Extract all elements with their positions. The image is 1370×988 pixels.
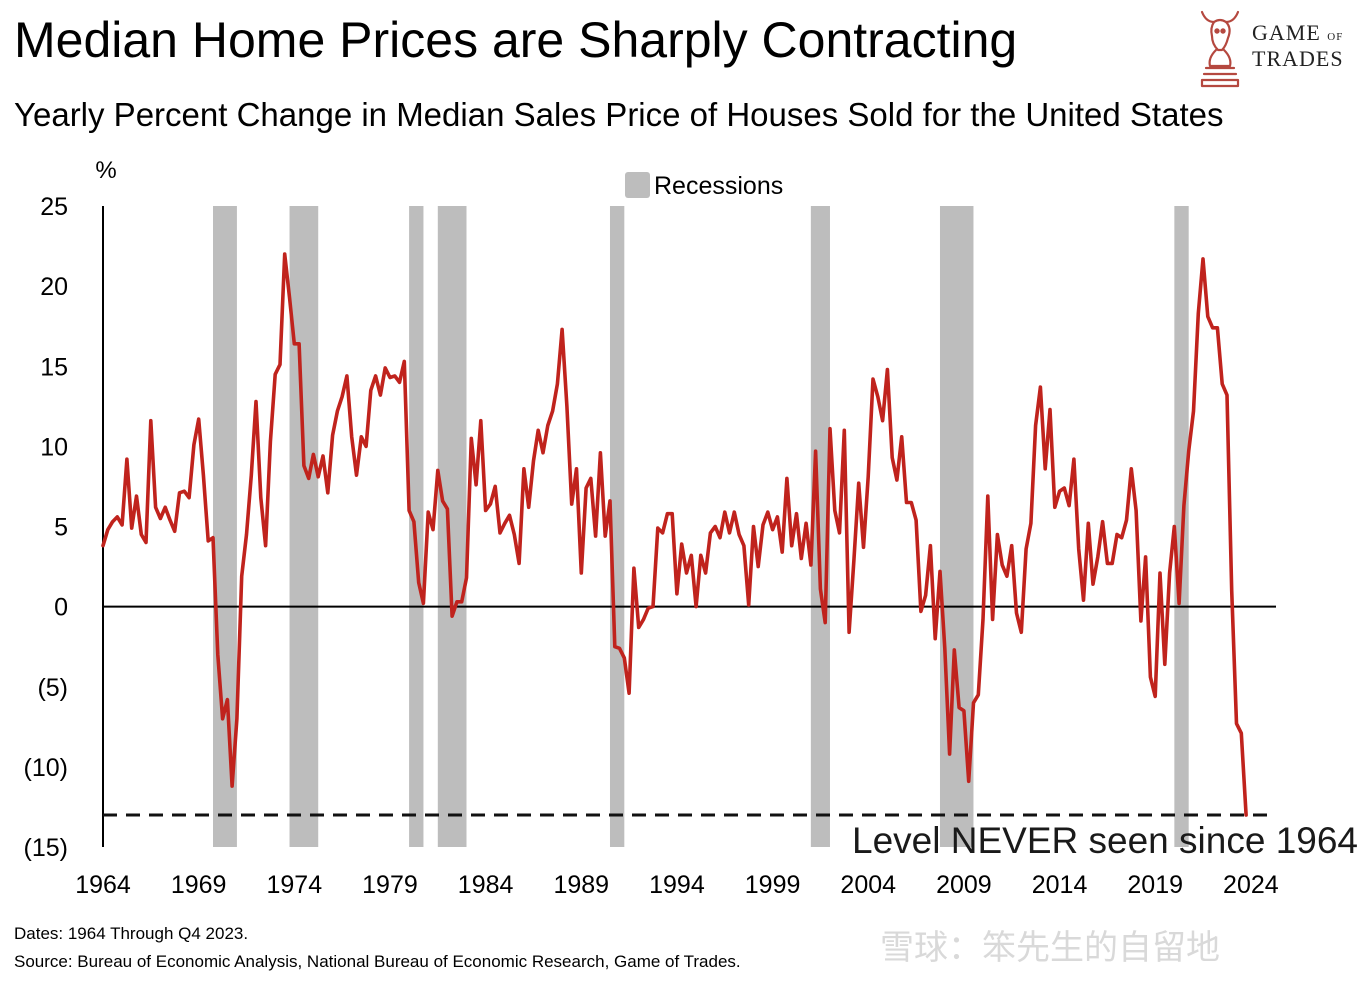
axis-labels: 25 20 15 10 5 0 (5) (10) (15)1964 1969 1974 1979 198… <box>24 157 1358 899</box>
chart-subtitle: Yearly Percent Change in Median Sales Pr… <box>14 96 1224 133</box>
recession-band <box>437 206 467 847</box>
y-tick-label: 15 <box>40 353 68 381</box>
x-tick-label: 2009 <box>936 871 992 899</box>
x-tick-label: 1979 <box>362 871 418 899</box>
x-tick-label: 1974 <box>266 871 322 899</box>
logo-word-game: GAME <box>1252 20 1321 45</box>
y-tick-label: (5) <box>37 674 68 702</box>
footer-source: Source: Bureau of Economic Analysis, Nat… <box>14 952 741 971</box>
watermark: 雪球：笨先生的自留地 <box>880 929 1220 967</box>
y-tick-label: 20 <box>40 273 68 301</box>
recession-bands <box>213 206 1189 847</box>
x-tick-label: 1994 <box>649 871 705 899</box>
recession-band <box>939 206 974 847</box>
x-tick-label: 2004 <box>840 871 896 899</box>
recession-band <box>289 206 319 847</box>
footer-dates: Dates: 1964 Through Q4 2023. <box>14 924 249 943</box>
x-tick-label: 1964 <box>75 871 131 899</box>
x-tick-label: 2014 <box>1032 871 1088 899</box>
page-title: Median Home Prices are Sharply Contracti… <box>14 12 1018 68</box>
x-tick-label: 1969 <box>171 871 227 899</box>
threshold-label: Level NEVER seen since 1964 <box>852 820 1358 861</box>
y-tick-label: 10 <box>40 433 68 461</box>
series <box>101 252 1248 817</box>
line-chart: 25 20 15 10 5 0 (5) (10) (15)1964 1969 1974 1979 198… <box>24 157 1358 899</box>
x-tick-label: 1984 <box>458 871 514 899</box>
bull-head-knight-icon <box>1200 10 1240 88</box>
legend-swatch <box>625 172 650 198</box>
y-tick-label: 25 <box>40 193 68 221</box>
legend-label: Recessions <box>654 172 783 200</box>
recession-band <box>609 206 625 847</box>
recession-band <box>409 206 424 847</box>
recession-band <box>810 206 830 847</box>
y-tick-label: 0 <box>54 594 68 622</box>
game-of-trades-logo: GAME OF TRADES <box>1192 4 1358 90</box>
x-tick-label: 1999 <box>745 871 801 899</box>
y-tick-label: 5 <box>54 514 68 542</box>
series-line <box>101 252 1248 817</box>
logo-word-of: OF <box>1327 31 1344 43</box>
y-axis-label: % <box>95 157 116 184</box>
axes <box>102 206 1276 847</box>
x-tick-label: 2024 <box>1223 871 1279 899</box>
x-tick-label: 2019 <box>1127 871 1183 899</box>
y-tick-label: (10) <box>24 754 68 782</box>
logo-word-trades: TRADES <box>1252 46 1344 71</box>
y-tick-label: (15) <box>24 834 68 862</box>
x-tick-label: 1989 <box>553 871 609 899</box>
